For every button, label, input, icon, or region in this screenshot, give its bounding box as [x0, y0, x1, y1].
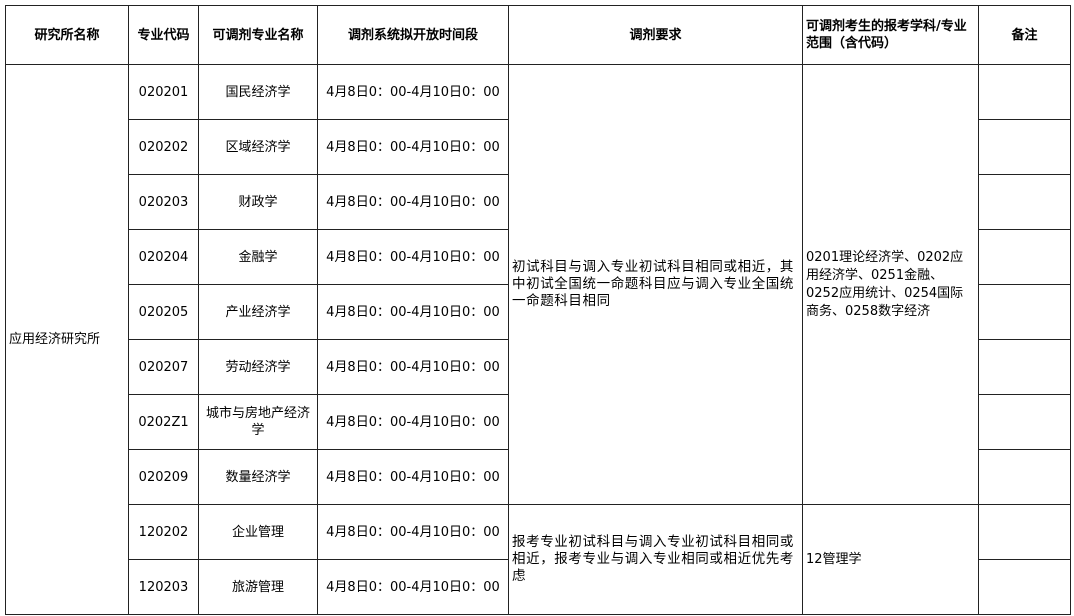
adjustment-table: 研究所名称 专业代码 可调剂专业名称 调剂系统拟开放时间段 调剂要求 可调剂考生… [5, 5, 1071, 615]
table-row: 020204 金融学 4月8日0：00-4月10日0：00 [6, 229, 1071, 285]
note-cell [978, 119, 1071, 175]
major-cell: 数量经济学 [198, 449, 318, 505]
institute-cell: 应用经济研究所 [5, 64, 129, 615]
note-cell [978, 174, 1071, 230]
major-cell: 城市与房地产经济学 [198, 394, 318, 450]
code-cell: 0202Z1 [128, 394, 199, 450]
header-major: 可调剂专业名称 [198, 5, 318, 65]
code-cell: 020201 [128, 64, 199, 120]
code-cell: 020203 [128, 174, 199, 230]
header-note: 备注 [978, 5, 1071, 65]
table-row: 应用经济研究所 020201 国民经济学 4月8日0：00-4月10日0：00 初试科目… [5, 64, 1071, 615]
code-cell: 120202 [128, 504, 199, 560]
code-cell: 120203 [128, 559, 199, 615]
note-cell [978, 64, 1071, 120]
time-cell: 4月8日0：00-4月10日0：00 [317, 339, 509, 395]
note-cell [978, 339, 1071, 395]
requirement-cell: 初试科目与调入专业初试科目相同或相近，其中初试全国统一命题科目应与调入专业全国统… [508, 64, 803, 505]
table-row: 020205 产业经济学 4月8日0：00-4月10日0：00 [6, 284, 1071, 340]
time-cell: 4月8日0：00-4月10日0：00 [317, 119, 509, 175]
time-cell: 4月8日0：00-4月10日0：00 [317, 449, 509, 505]
header-time: 调剂系统拟开放时间段 [317, 5, 509, 65]
major-cell: 区域经济学 [198, 119, 318, 175]
time-cell: 4月8日0：00-4月10日0：00 [317, 229, 509, 285]
code-cell: 020207 [128, 339, 199, 395]
time-cell: 4月8日0：00-4月10日0：00 [317, 559, 509, 615]
range-cell: 0201理论经济学、0202应用经济学、0251金融、0252应用统计、0254… [802, 64, 979, 505]
header-row: 研究所名称 专业代码 可调剂专业名称 调剂系统拟开放时间段 调剂要求 可调剂考生… [5, 5, 1071, 65]
table-row: 120202 企业管理 4月8日0：00-4月10日0：00 报考专业初试科目与调入专… [6, 504, 1071, 615]
time-cell: 4月8日0：00-4月10日0：00 [317, 174, 509, 230]
major-cell: 企业管理 [198, 504, 318, 560]
requirement-text: 报考专业初试科目与调入专业初试科目相同或相近，报考专业与调入专业相同或相近优先考… [512, 534, 794, 584]
major-cell: 金融学 [198, 229, 318, 285]
time-cell: 4月8日0：00-4月10日0：00 [317, 504, 509, 560]
major-cell: 旅游管理 [198, 559, 318, 615]
code-cell: 020204 [128, 229, 199, 285]
table-row: 120203 旅游管理 4月8日0：00-4月10日0：00 [6, 559, 1071, 615]
code-cell: 020202 [128, 119, 199, 175]
header-institute: 研究所名称 [5, 5, 129, 65]
table-row: 020203 财政学 4月8日0：00-4月10日0：00 [6, 174, 1071, 230]
header-requirement: 调剂要求 [508, 5, 803, 65]
note-cell [978, 394, 1071, 450]
major-cell: 产业经济学 [198, 284, 318, 340]
major-cell: 劳动经济学 [198, 339, 318, 395]
header-code: 专业代码 [128, 5, 199, 65]
major-cell: 国民经济学 [198, 64, 318, 120]
note-cell [978, 449, 1071, 505]
table-row: 020202 区域经济学 4月8日0：00-4月10日0：00 [6, 119, 1071, 175]
requirement-text: 初试科目与调入专业初试科目相同或相近，其中初试全国统一命题科目应与调入专业全国统… [512, 259, 794, 309]
note-cell [978, 284, 1071, 340]
major-cell: 财政学 [198, 174, 318, 230]
note-cell [978, 559, 1071, 615]
table-row: 0202Z1 城市与房地产经济学 4月8日0：00-4月10日0：00 [6, 394, 1071, 450]
time-cell: 4月8日0：00-4月10日0：00 [317, 394, 509, 450]
code-cell: 020205 [128, 284, 199, 340]
time-cell: 4月8日0：00-4月10日0：00 [317, 64, 509, 120]
note-cell [978, 504, 1071, 560]
table-row: 020207 劳动经济学 4月8日0：00-4月10日0：00 [6, 339, 1071, 395]
requirement-cell: 报考专业初试科目与调入专业初试科目相同或相近，报考专业与调入专业相同或相近优先考… [508, 504, 803, 615]
note-cell [978, 229, 1071, 285]
header-range: 可调剂考生的报考学科/专业范围（含代码） [802, 5, 979, 65]
time-cell: 4月8日0：00-4月10日0：00 [317, 284, 509, 340]
code-cell: 020209 [128, 449, 199, 505]
range-cell: 12管理学 [802, 504, 979, 615]
